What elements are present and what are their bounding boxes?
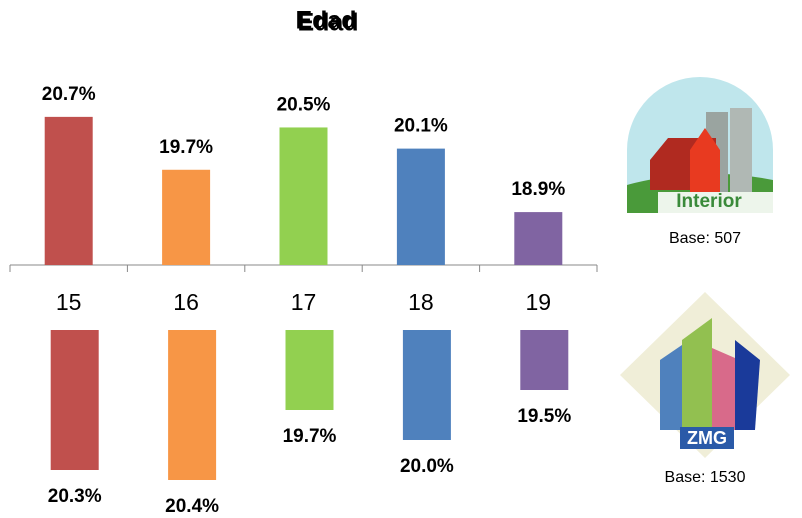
value-label: 18.9% (511, 179, 565, 200)
bar (396, 148, 445, 265)
title-shadow: Edad (297, 9, 358, 37)
x-tick-label: 19 (526, 289, 552, 315)
base-label: Base: 507 (669, 230, 741, 247)
bar (162, 169, 211, 265)
value-label: 20.1% (394, 116, 448, 137)
x-tick-label: 18 (408, 289, 434, 315)
value-label: 19.7% (159, 137, 213, 158)
value-label: 20.5% (277, 94, 331, 115)
base-label: Base: 1530 (665, 469, 746, 486)
value-label: 20.4% (165, 496, 219, 517)
bar (402, 330, 451, 440)
value-label: 20.0% (400, 456, 454, 477)
series-name: ZMG (687, 428, 727, 448)
bar (514, 212, 563, 265)
x-tick-label: 17 (291, 289, 317, 315)
value-label: 20.3% (48, 486, 102, 507)
bar (168, 330, 217, 480)
bar (44, 116, 93, 265)
x-tick-label: 15 (56, 289, 82, 315)
value-label: 19.5% (517, 406, 571, 427)
value-label: 20.7% (42, 84, 96, 105)
bar (285, 330, 334, 410)
value-label: 19.7% (283, 426, 337, 447)
interior-icon (627, 77, 773, 213)
bar (50, 330, 99, 470)
series-name: Interior (676, 191, 742, 212)
zmg-icon (620, 292, 790, 458)
chart-title: Edad (295, 7, 356, 35)
bar (520, 330, 569, 390)
bar (279, 127, 328, 265)
x-tick-label: 16 (173, 289, 199, 315)
